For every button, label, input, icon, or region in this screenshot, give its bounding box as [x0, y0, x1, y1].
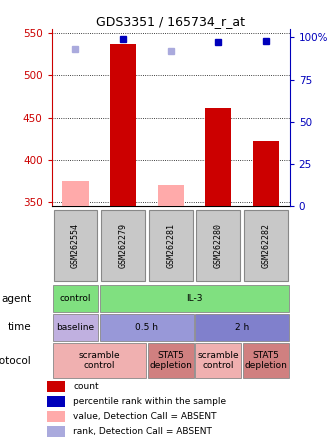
Text: scramble
control: scramble control: [79, 351, 120, 370]
Text: GSM262280: GSM262280: [214, 223, 223, 268]
FancyBboxPatch shape: [149, 210, 192, 281]
Bar: [253, 141, 279, 206]
Text: STAT5
depletion: STAT5 depletion: [244, 351, 287, 370]
Text: STAT5
depletion: STAT5 depletion: [149, 351, 192, 370]
Text: GSM262281: GSM262281: [166, 223, 175, 268]
Text: rank, Detection Call = ABSENT: rank, Detection Call = ABSENT: [73, 427, 212, 436]
Bar: [47, 381, 65, 392]
Bar: [47, 396, 65, 407]
Bar: [62, 181, 89, 206]
Text: value, Detection Call = ABSENT: value, Detection Call = ABSENT: [73, 412, 217, 421]
Bar: [158, 185, 184, 206]
FancyBboxPatch shape: [195, 314, 289, 341]
Text: agent: agent: [1, 293, 31, 304]
Text: GSM262282: GSM262282: [261, 223, 270, 268]
Text: IL-3: IL-3: [186, 294, 203, 303]
FancyBboxPatch shape: [101, 210, 145, 281]
FancyBboxPatch shape: [54, 210, 97, 281]
FancyBboxPatch shape: [196, 210, 240, 281]
FancyBboxPatch shape: [195, 343, 241, 378]
Text: time: time: [8, 322, 31, 333]
FancyBboxPatch shape: [53, 343, 146, 378]
Text: 2 h: 2 h: [235, 323, 249, 332]
Bar: [47, 426, 65, 437]
Text: count: count: [73, 382, 99, 391]
Text: GSM262554: GSM262554: [71, 223, 80, 268]
FancyBboxPatch shape: [100, 314, 193, 341]
Text: 0.5 h: 0.5 h: [135, 323, 159, 332]
Text: control: control: [60, 294, 91, 303]
FancyBboxPatch shape: [53, 285, 98, 312]
Bar: [205, 107, 231, 206]
Title: GDS3351 / 165734_r_at: GDS3351 / 165734_r_at: [96, 15, 245, 28]
Bar: [110, 44, 136, 206]
Text: baseline: baseline: [56, 323, 95, 332]
FancyBboxPatch shape: [53, 314, 98, 341]
FancyBboxPatch shape: [244, 210, 288, 281]
Text: GSM262279: GSM262279: [119, 223, 128, 268]
FancyBboxPatch shape: [148, 343, 193, 378]
Text: percentile rank within the sample: percentile rank within the sample: [73, 397, 226, 406]
Text: scramble
control: scramble control: [197, 351, 239, 370]
FancyBboxPatch shape: [100, 285, 289, 312]
Bar: [47, 412, 65, 422]
Text: protocol: protocol: [0, 356, 31, 366]
FancyBboxPatch shape: [243, 343, 289, 378]
